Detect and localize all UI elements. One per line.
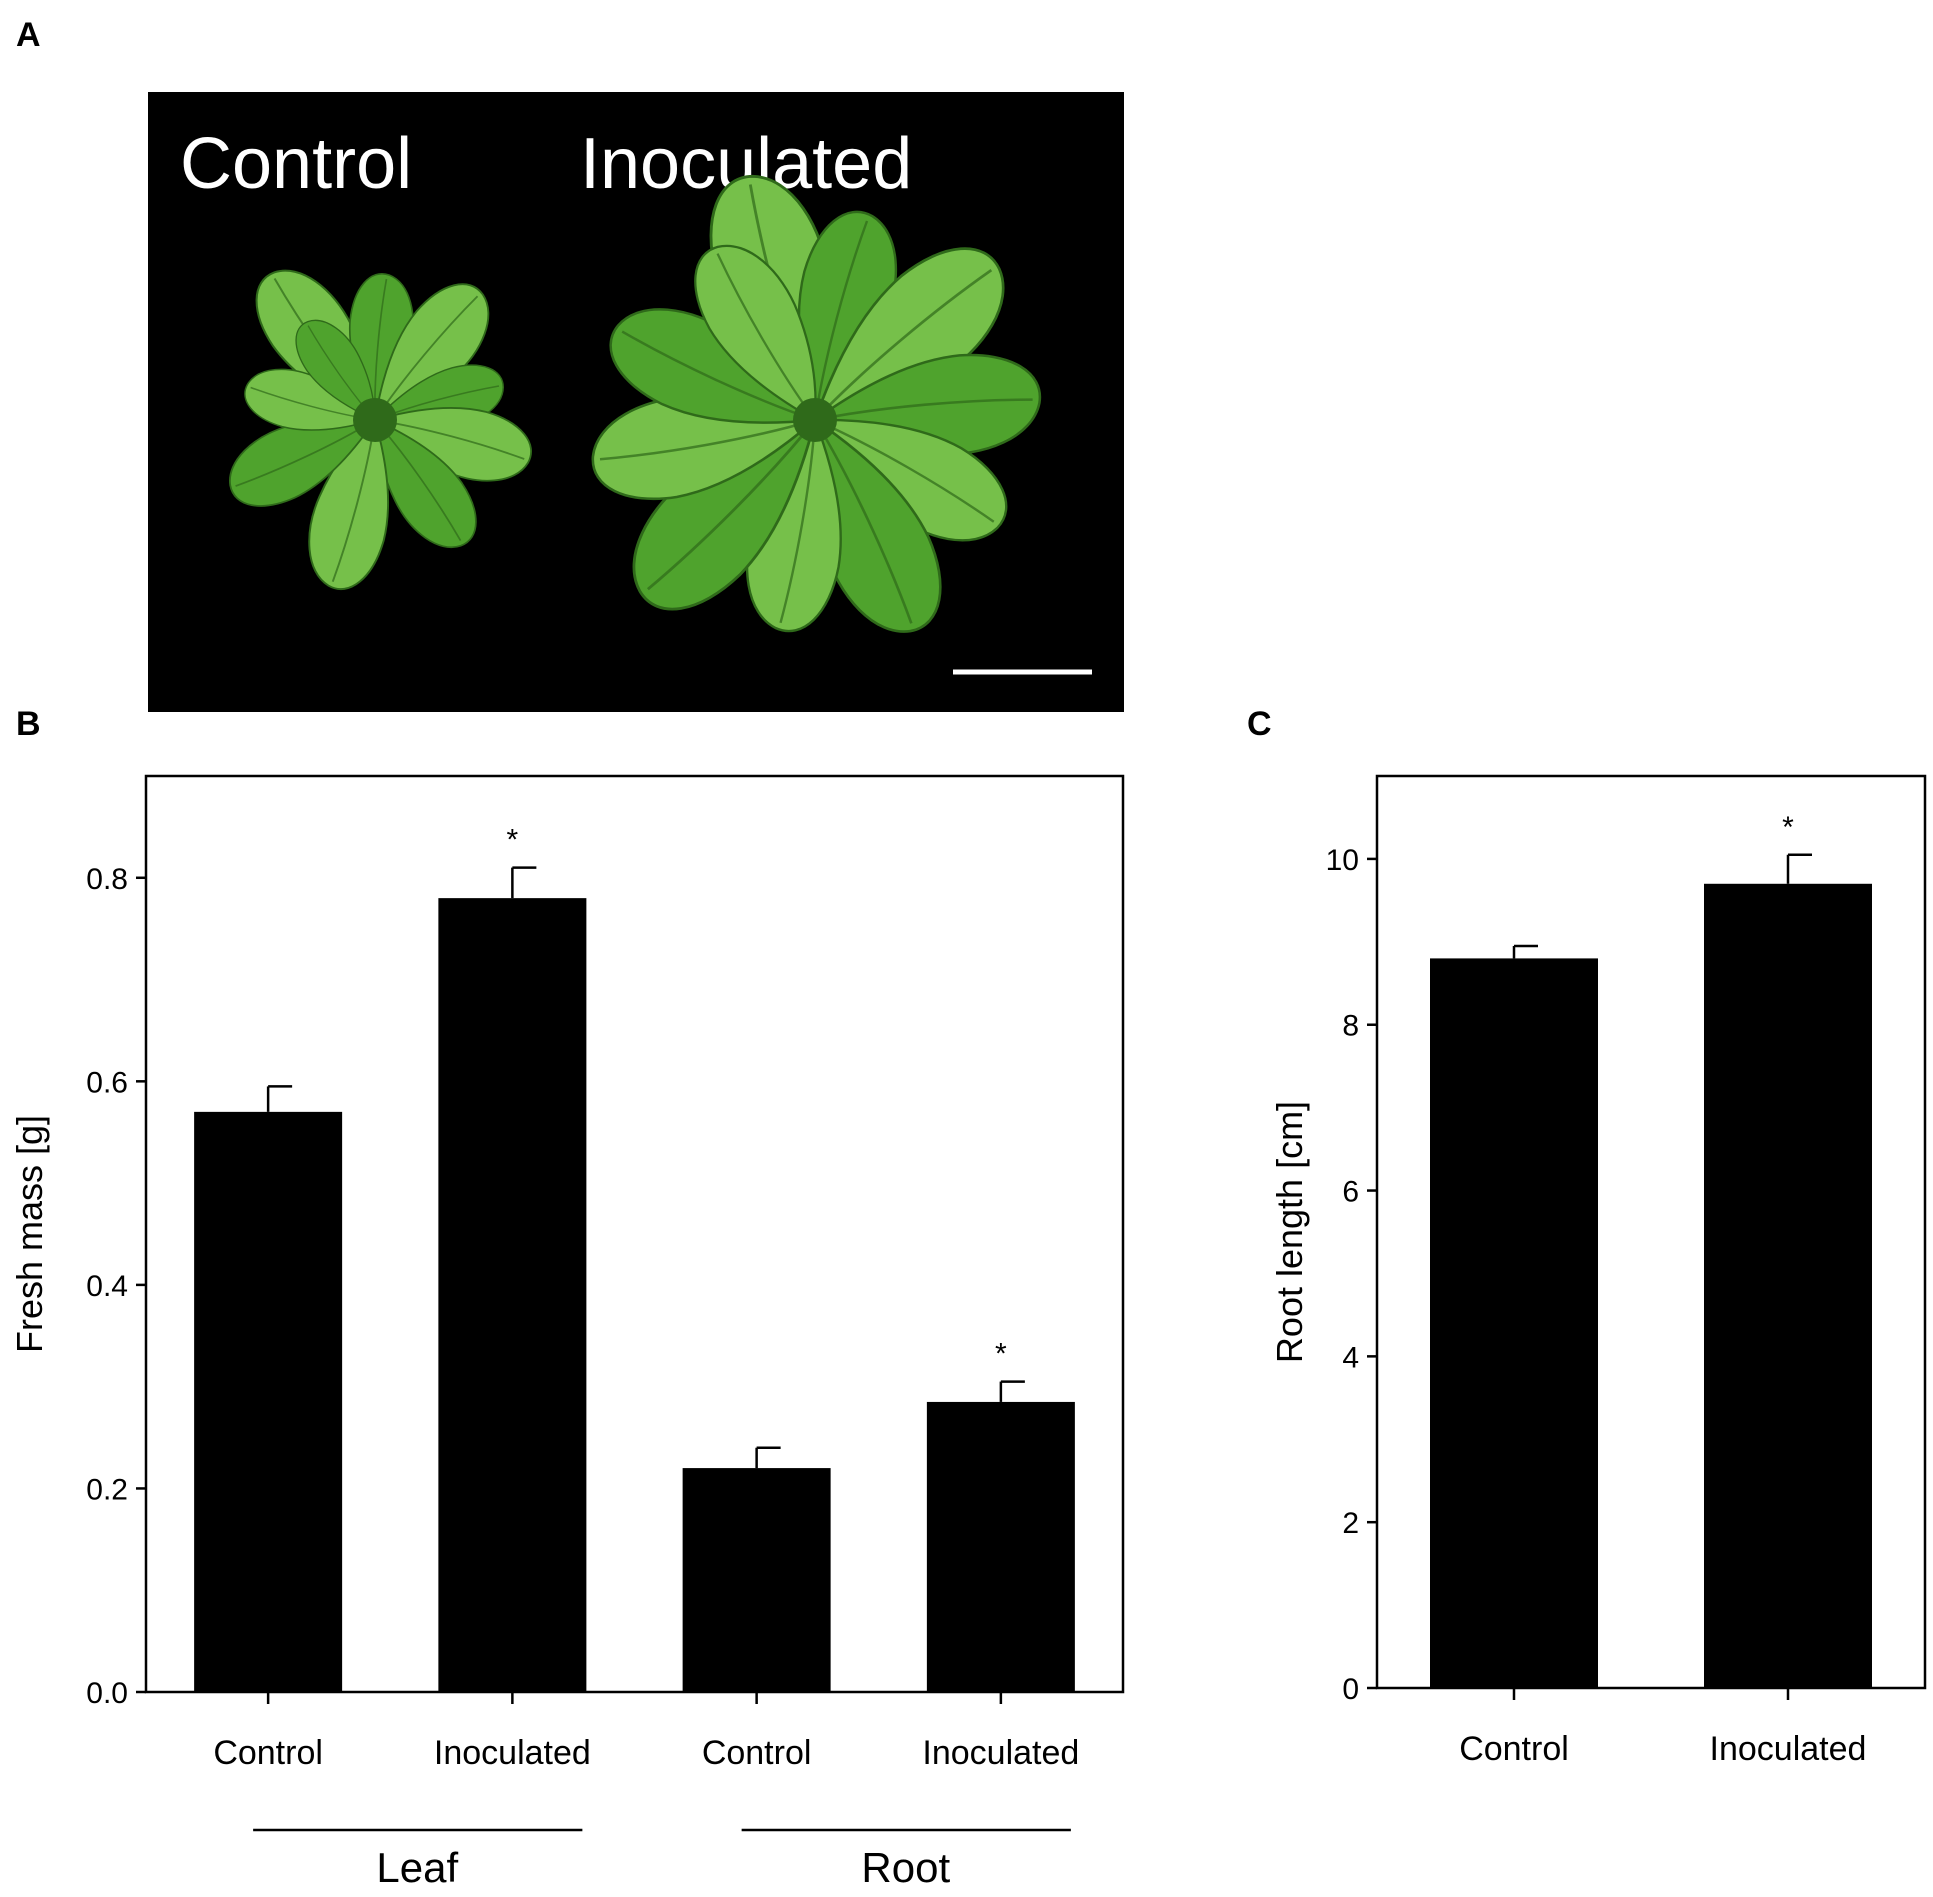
group-label: Leaf [376, 1844, 458, 1891]
x-tick-label: Inoculated [1710, 1730, 1867, 1768]
bar [1430, 958, 1598, 1688]
x-tick-label: Inoculated [922, 1734, 1079, 1772]
x-tick-label: Control [1459, 1730, 1569, 1768]
inoculated-plant-illustration [591, 174, 1042, 633]
fresh-mass-chart: 0.0 0.2 0.4 0.6 0.8 Fresh mass [g] Control * Ino… [9, 774, 1125, 1891]
rosette-center [793, 398, 837, 442]
bar [438, 898, 587, 1692]
panel-a-letter: A [16, 16, 41, 54]
control-plant-illustration [229, 269, 532, 591]
leaf-vein [814, 398, 1033, 422]
y-tick-label: 0.4 [86, 1270, 128, 1303]
leaf-shape [694, 244, 817, 422]
photo-label-control: Control [180, 124, 412, 204]
leaf-vein [814, 269, 993, 421]
panel-c-letter: C [1247, 705, 1272, 743]
bar [1704, 883, 1872, 1688]
y-tick-label: 2 [1342, 1507, 1359, 1540]
y-tick-label: 0.8 [86, 863, 128, 896]
bar [194, 1111, 343, 1692]
root-length-chart: 0 2 4 6 8 10 Root length [cm] Control * Inoculate… [1269, 774, 1927, 1768]
y-tick-label: 6 [1342, 1176, 1359, 1209]
leaf-vein [813, 419, 913, 624]
y-tick-label: 4 [1342, 1341, 1359, 1374]
leaf-vein [813, 220, 869, 421]
bar [682, 1468, 831, 1692]
y-tick-label: 8 [1342, 1010, 1359, 1043]
leaf-vein [716, 253, 816, 421]
leaf-vein [621, 330, 816, 422]
leaf-shape [813, 418, 1008, 542]
rosette-center [353, 398, 397, 442]
y-axis-label: Root length [cm] [1269, 1101, 1310, 1363]
significance-marker: * [1782, 811, 1794, 844]
leaf-vein [814, 418, 995, 523]
panel-b-letter: B [16, 705, 41, 743]
y-tick-label: 0.0 [86, 1677, 128, 1710]
x-tick-label: Control [213, 1734, 323, 1772]
leaf-vein [646, 419, 817, 591]
plot-frame [1375, 774, 1927, 1690]
significance-marker: * [507, 824, 519, 857]
y-tick-label: 0.2 [86, 1473, 128, 1506]
plot-frame [144, 774, 1125, 1694]
plant-photo: Control Inoculated [148, 92, 1124, 712]
leaf-vein [779, 419, 817, 624]
y-tick-label: 0 [1342, 1673, 1359, 1706]
y-tick-label: 10 [1326, 844, 1359, 877]
x-tick-label: Control [702, 1734, 812, 1772]
significance-marker: * [995, 1338, 1007, 1371]
leaf-vein [599, 418, 816, 461]
y-axis-label: Fresh mass [g] [9, 1115, 50, 1353]
y-tick-label: 0.6 [86, 1066, 128, 1099]
group-label: Root [861, 1844, 950, 1891]
bar [926, 1401, 1075, 1692]
x-tick-label: Inoculated [434, 1734, 591, 1772]
